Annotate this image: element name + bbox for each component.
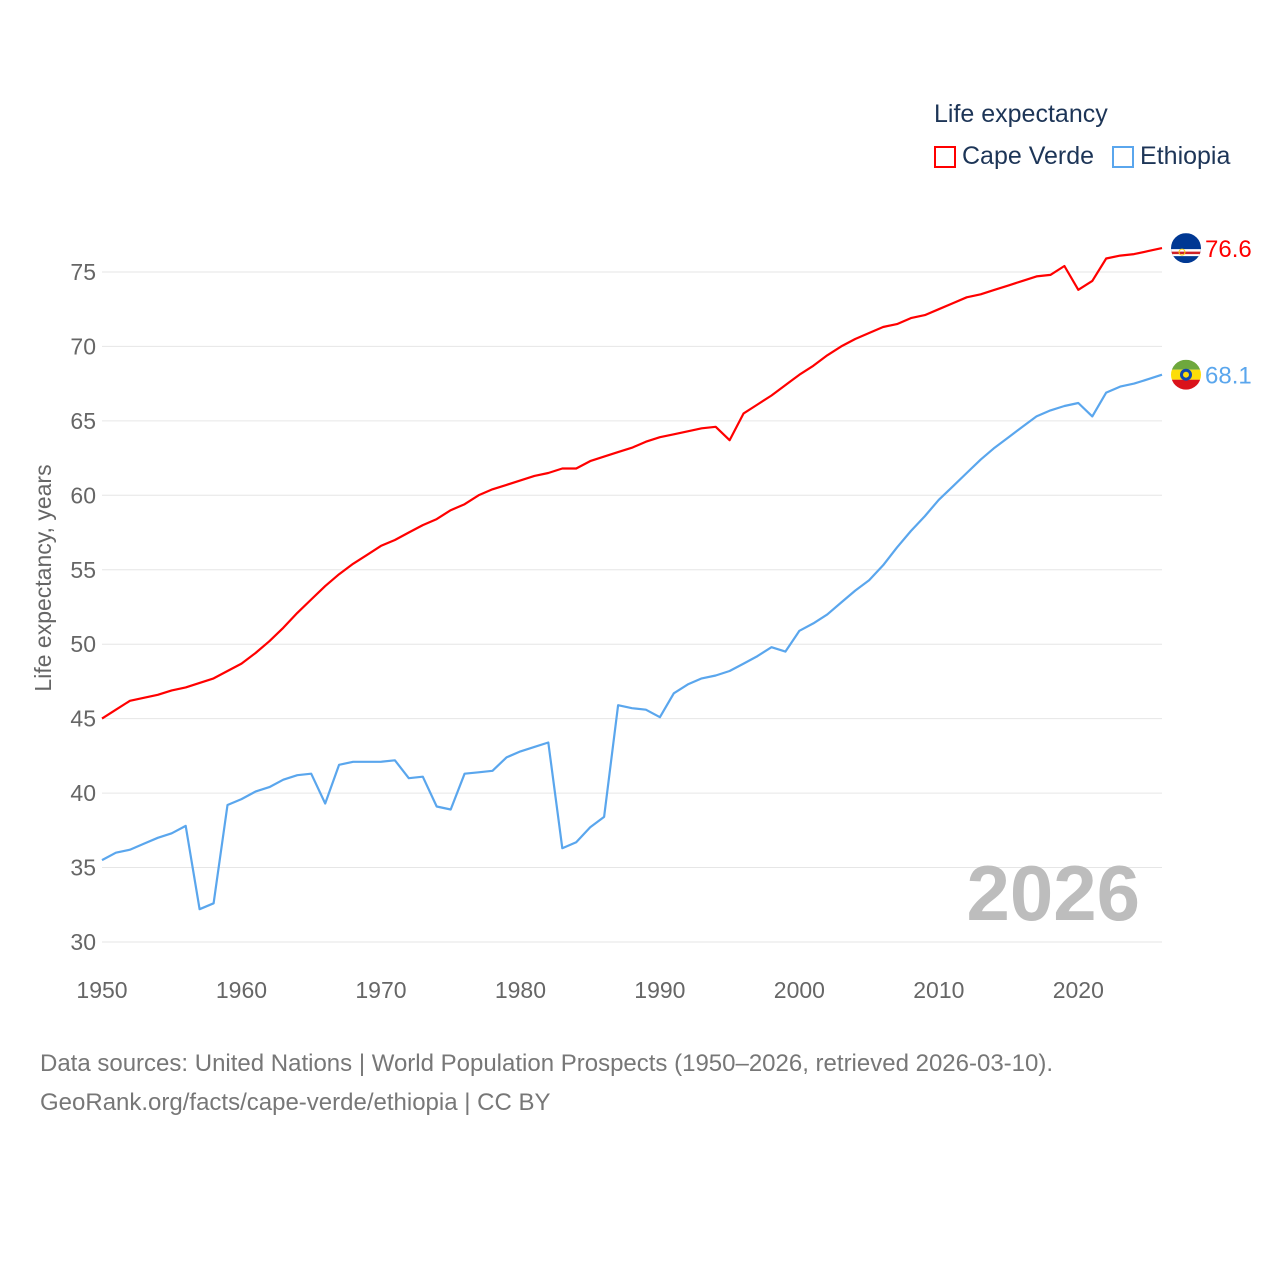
cape-verde-flag-icon	[1171, 233, 1201, 264]
y-tick-label: 45	[70, 706, 96, 732]
x-tick-label: 1980	[495, 977, 546, 1003]
x-tick-label: 1990	[634, 977, 685, 1003]
x-tick-label: 1960	[216, 977, 267, 1003]
legend-title: Life expectancy	[934, 100, 1108, 128]
source-url[interactable]: GeoRank.org/facts/cape-verde/ethiopia | …	[40, 1089, 551, 1116]
source-note: Data sources: United Nations | World Pop…	[40, 1044, 1053, 1122]
x-tick-label: 2020	[1053, 977, 1104, 1003]
ethiopia-flag-icon	[1171, 359, 1201, 390]
y-tick-label: 30	[70, 929, 96, 955]
y-tick-label: 50	[70, 631, 96, 657]
y-tick-label: 35	[70, 855, 96, 881]
y-tick-label: 40	[70, 780, 96, 806]
source-line: Data sources: United Nations | World Pop…	[40, 1050, 1054, 1077]
legend-swatch-cape-verde	[934, 145, 956, 168]
y-tick-label: 60	[70, 482, 96, 508]
y-axis-label: Life expectancy, years	[30, 464, 56, 691]
legend-label: Ethiopia	[1140, 142, 1231, 170]
end-value-label: 68.1	[1205, 363, 1252, 390]
legend-item-cape-verde[interactable]: Cape Verde	[934, 142, 1094, 171]
end-value-label: 76.6	[1205, 236, 1252, 263]
legend-label: Cape Verde	[962, 142, 1095, 170]
series-line-ethiopia	[101, 373, 1163, 911]
year-watermark: 2026	[966, 849, 1140, 937]
legend-item-ethiopia[interactable]: Ethiopia	[1112, 142, 1230, 171]
legend-swatch-ethiopia	[1112, 145, 1135, 168]
x-tick-label: 1950	[76, 977, 127, 1003]
series-line-cape-verde	[101, 247, 1163, 720]
legend: Cape Verde Ethiopia	[934, 142, 1230, 171]
y-tick-label: 75	[70, 259, 96, 285]
y-tick-label: 70	[70, 333, 96, 359]
x-tick-label: 1970	[355, 977, 406, 1003]
x-tick-label: 2000	[774, 977, 825, 1003]
x-tick-label: 2010	[913, 977, 964, 1003]
y-tick-label: 55	[70, 557, 96, 583]
y-tick-label: 65	[70, 408, 96, 434]
